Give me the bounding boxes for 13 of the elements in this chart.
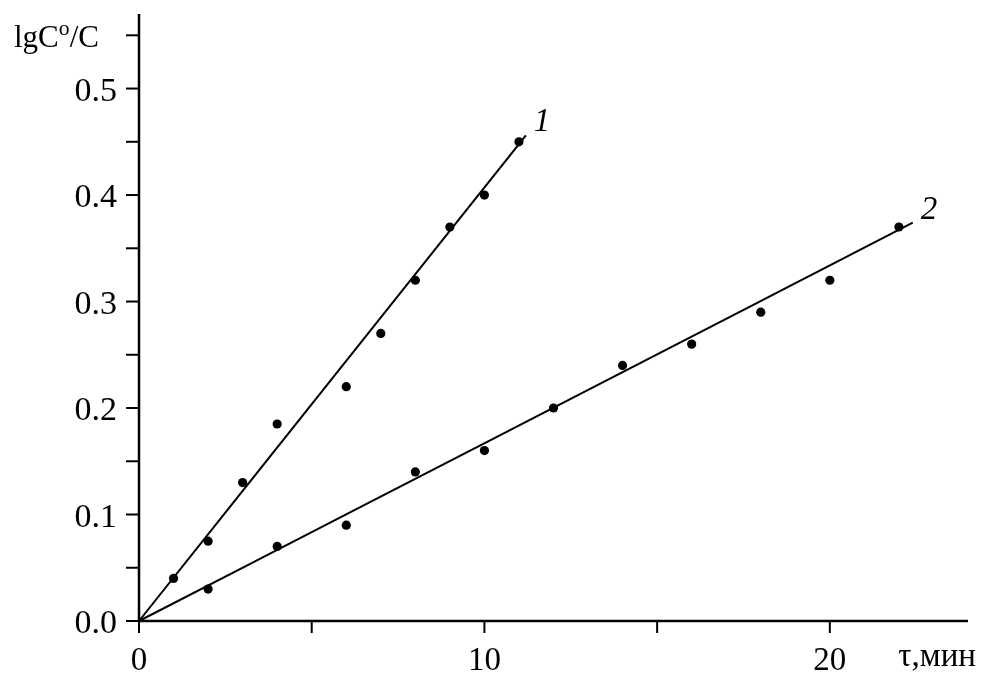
x-axis-title: τ,мин: [898, 637, 976, 673]
y-tick-label: 0.0: [74, 603, 117, 640]
x-tick-label: 10: [467, 641, 501, 677]
y-axis-title: lgC$^{o}$/C: [14, 16, 99, 54]
x-tick-label: 20: [813, 641, 847, 677]
y-tick-label: 0.5: [74, 70, 117, 108]
x-tick-label: 0: [130, 641, 148, 677]
series-label: 2: [920, 189, 938, 226]
series-label: 1: [533, 102, 551, 139]
y-tick-label: 0.3: [74, 283, 117, 321]
y-tick-label: 0.2: [74, 390, 117, 428]
y-tick-label: 0.4: [74, 177, 117, 215]
y-tick-label: 0.1: [74, 496, 117, 534]
